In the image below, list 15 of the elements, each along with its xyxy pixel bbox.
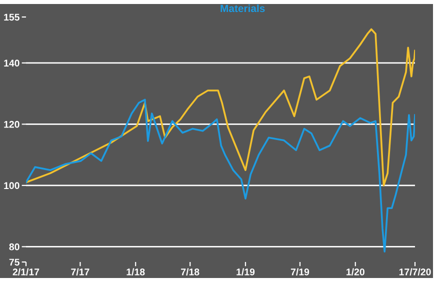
x-tick-label: 1/20 <box>346 268 364 276</box>
y-tick-label: 80 <box>9 243 20 250</box>
x-tick-label: 7/17 <box>71 268 90 276</box>
y-tick-label: 100 <box>4 182 20 190</box>
x-tick-label: 1/19 <box>236 268 255 276</box>
y-tick-label: 155 <box>4 14 20 21</box>
x-tick-label: 2/1/17 <box>12 268 40 276</box>
x-tick-label: 7/18 <box>181 268 200 276</box>
y-tick-label: 140 <box>4 60 20 67</box>
text: Materials <box>220 4 265 12</box>
y-tick-label: 120 <box>4 120 20 128</box>
x-tick-label: 1/18 <box>126 268 145 276</box>
x-tick-label: 17/7/20 <box>399 268 431 276</box>
x-tick-label: 7/19 <box>290 268 310 276</box>
y-tick-label: 75 <box>9 258 20 266</box>
